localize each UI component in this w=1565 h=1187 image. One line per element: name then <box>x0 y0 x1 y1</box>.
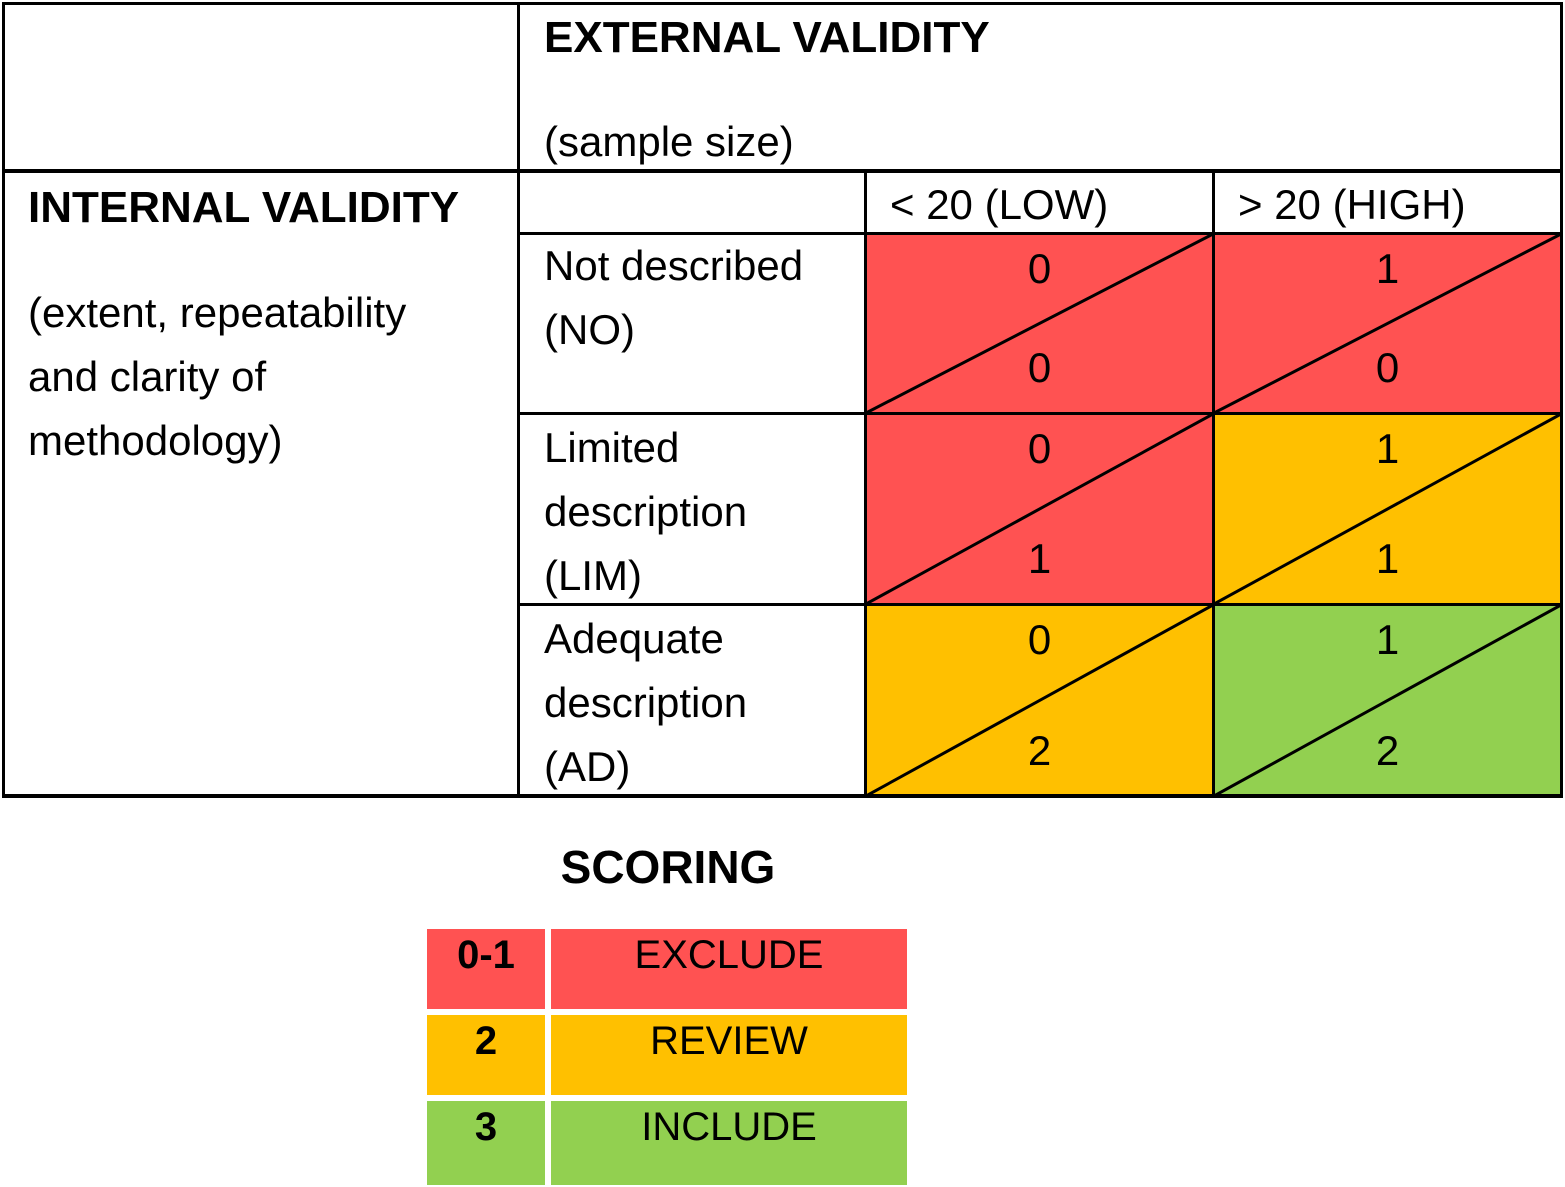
column-header-high: > 20 (HIGH) <box>1238 181 1466 228</box>
score-bottom-value: 0 <box>1027 344 1052 391</box>
internal-validity-title: INTERNAL VALIDITY <box>28 183 460 232</box>
scoring-title: SCORING <box>560 841 776 893</box>
scoring-key: 2 <box>427 1015 545 1095</box>
diagonal-divider <box>1214 605 1561 796</box>
score-bottom-value: 0 <box>1375 344 1400 391</box>
score-top-value: 1 <box>1375 616 1400 663</box>
row-label-lim-line-1: Limited <box>544 424 680 471</box>
column-header-low: < 20 (LOW) <box>890 181 1109 228</box>
row-label-ad-line-3: (AD) <box>544 743 631 790</box>
score-bottom-value: 1 <box>1027 535 1052 582</box>
scoring-row-include: 3 INCLUDE <box>427 1101 907 1185</box>
score-top-value: 1 <box>1375 425 1400 472</box>
scoring-label: REVIEW <box>551 1015 907 1095</box>
internal-validity-subtitle-line-1: (extent, repeatability <box>28 289 407 336</box>
row-label-ad-line-1: Adequate <box>544 615 724 662</box>
external-validity-title: EXTERNAL VALIDITY <box>544 13 990 62</box>
diagonal-divider <box>866 605 1213 796</box>
external-validity-subtitle: (sample size) <box>544 118 794 165</box>
scoring-key: 0-1 <box>427 929 545 1009</box>
scoring-row-review: 2 REVIEW <box>427 1015 907 1095</box>
score-top-value: 0 <box>1027 245 1052 292</box>
scoring-key: 3 <box>427 1101 545 1185</box>
scoring-row-exclude: 0-1 EXCLUDE <box>427 929 907 1009</box>
score-bottom-value: 2 <box>1375 727 1400 774</box>
score-top-value: 1 <box>1375 245 1400 292</box>
row-label-lim-line-2: description <box>544 488 748 535</box>
internal-validity-subtitle-line-2: and clarity of <box>28 353 267 400</box>
internal-validity-subtitle-line-3: methodology) <box>28 417 283 464</box>
scoring-label: EXCLUDE <box>551 929 907 1009</box>
diagonal-divider <box>866 234 1213 413</box>
row-label-lim-line-3: (LIM) <box>544 552 642 599</box>
score-bottom-value: 2 <box>1027 727 1052 774</box>
diagonal-divider <box>1214 414 1561 604</box>
score-top-value: 0 <box>1027 425 1052 472</box>
scoring-label: INCLUDE <box>551 1101 907 1185</box>
diagonal-divider <box>1214 234 1561 413</box>
row-label-no-line-2: (NO) <box>544 306 635 353</box>
score-top-value: 0 <box>1027 616 1052 663</box>
score-bottom-value: 1 <box>1375 535 1400 582</box>
row-label-no-line-1: Not described <box>544 242 804 289</box>
row-label-ad-line-2: description <box>544 679 748 726</box>
diagonal-divider <box>866 414 1213 604</box>
